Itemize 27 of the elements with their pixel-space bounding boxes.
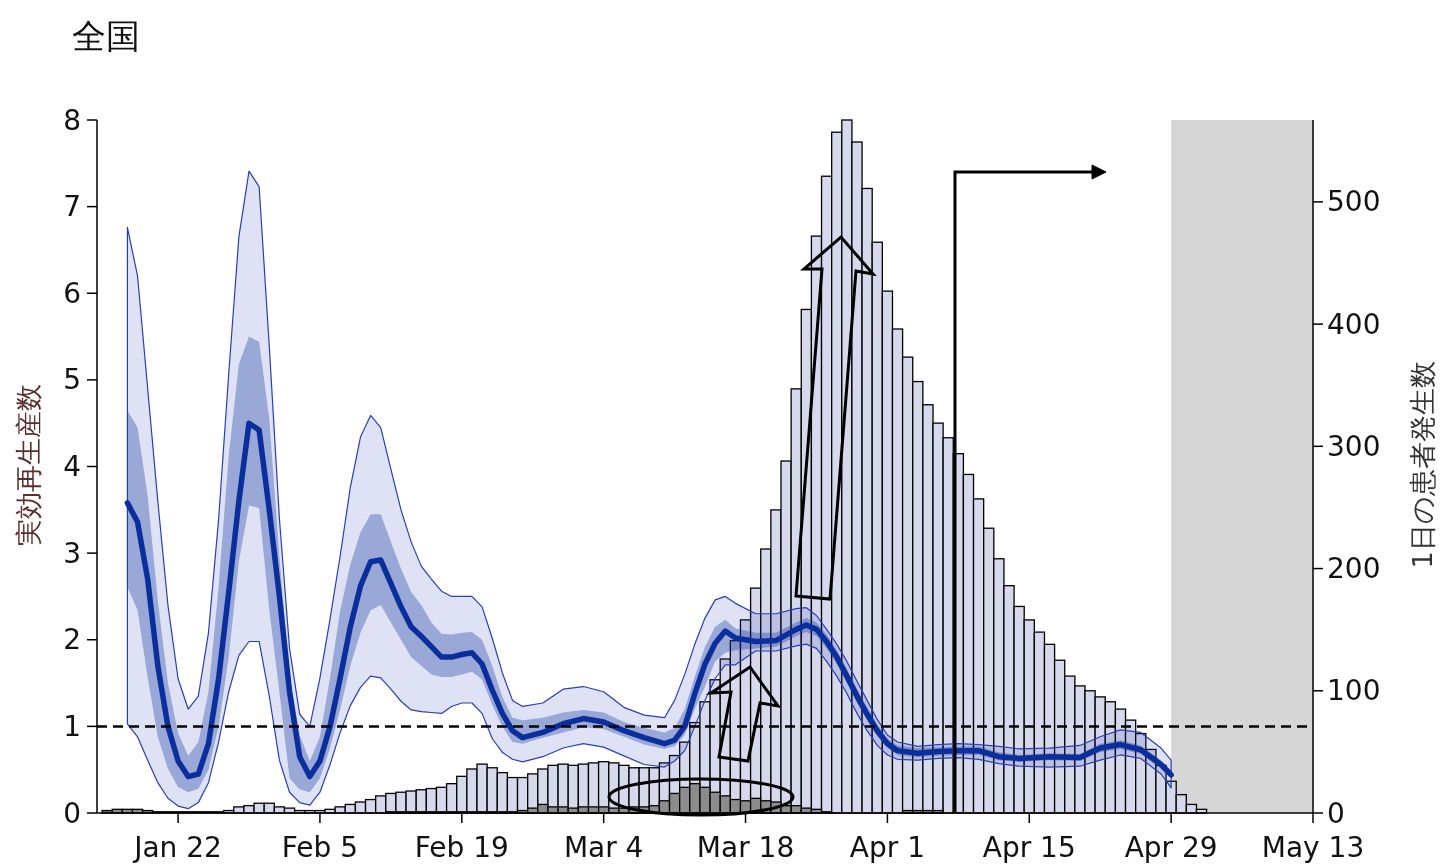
y-tick-label: 3 xyxy=(63,536,81,570)
chart-title: 全国 xyxy=(72,16,140,56)
y2-tick-label: 300 xyxy=(1327,429,1381,463)
y2-tick-label: 500 xyxy=(1327,185,1381,219)
y2-tick-label: 100 xyxy=(1327,674,1381,708)
x-tick-label: May 13 xyxy=(1261,830,1365,864)
x-tick-label: Apr 15 xyxy=(982,830,1076,864)
y2-tick-label: 200 xyxy=(1327,552,1381,586)
x-tick-label: Mar 18 xyxy=(696,830,795,864)
x-tick-label: Apr 29 xyxy=(1124,830,1218,864)
y-tick-label: 0 xyxy=(63,796,81,830)
y-tick-label: 5 xyxy=(63,363,81,397)
x-tick-label: Feb 19 xyxy=(414,830,509,864)
y-tick-label: 4 xyxy=(63,450,81,483)
y2-axis-title: 1日の患者発生数 xyxy=(1406,361,1438,569)
y-tick-label: 6 xyxy=(63,276,81,310)
y2-tick-label: 0 xyxy=(1327,796,1345,830)
x-tick-label: Feb 5 xyxy=(281,830,359,864)
y-tick-label: 1 xyxy=(63,709,81,743)
x-tick-label: Mar 4 xyxy=(563,830,644,864)
y-axis-title: 実効再生産数 xyxy=(12,384,44,546)
y2-tick-label: 400 xyxy=(1327,307,1381,341)
x-tick-label: Jan 22 xyxy=(132,830,222,864)
y-tick-label: 7 xyxy=(63,190,81,224)
x-tick-label: Apr 1 xyxy=(849,830,925,864)
y-tick-label: 2 xyxy=(63,623,81,657)
y-tick-label: 8 xyxy=(63,103,81,137)
